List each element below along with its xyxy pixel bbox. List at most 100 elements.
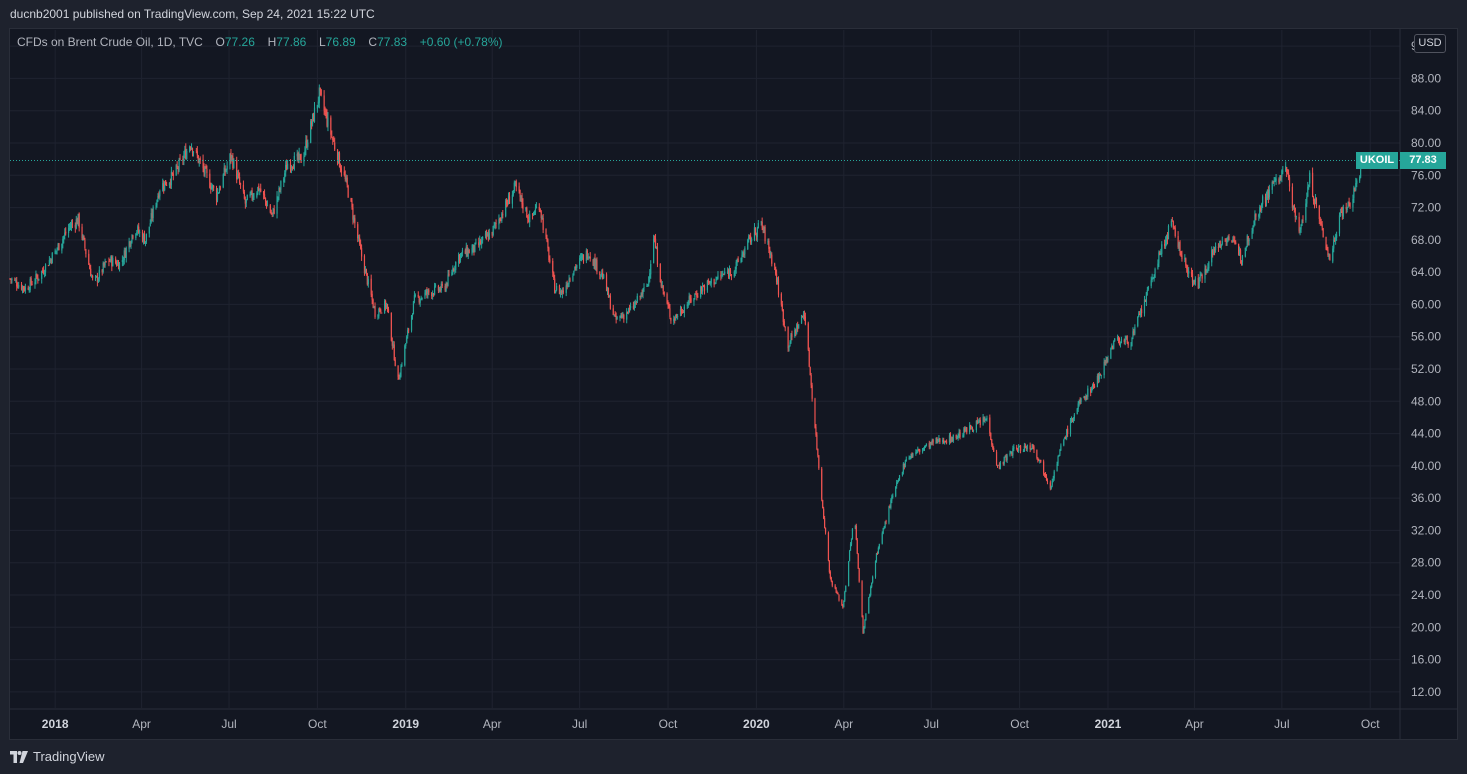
candle-down bbox=[458, 253, 461, 264]
candle-down bbox=[210, 182, 212, 194]
candle-down bbox=[1029, 442, 1031, 453]
symbol-description[interactable]: CFDs on Brent Crude Oil, 1D, TVC bbox=[17, 35, 203, 49]
candle-up bbox=[318, 84, 320, 109]
candle-up bbox=[634, 299, 636, 309]
candle-down bbox=[437, 284, 440, 294]
candle-up bbox=[1194, 276, 1196, 286]
candle-down bbox=[1117, 335, 1120, 344]
candle-down bbox=[932, 438, 934, 446]
candle-up bbox=[606, 286, 609, 296]
candle-down bbox=[771, 252, 773, 267]
candle-up bbox=[600, 274, 602, 280]
candle-down bbox=[1219, 240, 1221, 249]
candle-down bbox=[674, 316, 676, 324]
candle-up bbox=[24, 283, 26, 294]
candle-up bbox=[715, 276, 717, 284]
candle-down bbox=[775, 266, 777, 276]
candle-down bbox=[876, 551, 879, 555]
candle-down bbox=[575, 264, 577, 271]
candle-down bbox=[163, 180, 165, 194]
candle-down bbox=[230, 148, 232, 164]
candle-up bbox=[378, 307, 380, 319]
candle-up bbox=[1069, 417, 1072, 437]
candle-down bbox=[205, 163, 207, 169]
candle-up bbox=[407, 327, 409, 339]
candle-down bbox=[1181, 250, 1183, 262]
candle-down bbox=[1049, 480, 1051, 491]
candle-up bbox=[1251, 227, 1253, 239]
candle-up bbox=[175, 163, 177, 177]
candle-up bbox=[317, 96, 319, 108]
candle-down bbox=[566, 280, 568, 290]
candle-up bbox=[931, 438, 933, 446]
candle-down bbox=[1071, 417, 1074, 423]
candle-down bbox=[1341, 206, 1343, 220]
candle-up bbox=[216, 187, 219, 203]
candle-up bbox=[1022, 449, 1025, 453]
candle-up bbox=[77, 213, 79, 227]
candle-up bbox=[377, 314, 379, 320]
candle-down bbox=[165, 181, 168, 187]
candle-up bbox=[642, 288, 644, 299]
time-tick-label: Jul bbox=[572, 717, 587, 731]
candle-down bbox=[1247, 235, 1249, 246]
candle-down bbox=[340, 165, 343, 177]
tradingview-logo[interactable]: TradingView bbox=[10, 749, 105, 764]
candle-up bbox=[776, 277, 779, 285]
currency-badge[interactable]: USD bbox=[1414, 34, 1446, 53]
candle-down bbox=[828, 560, 830, 574]
price-tick-label: 72.00 bbox=[1411, 201, 1441, 215]
candle-up bbox=[256, 191, 258, 199]
candle-down bbox=[171, 172, 173, 176]
candle-up bbox=[1092, 383, 1094, 391]
time-axis: 2018 Apr Jul Oct 2019 Apr Jul Oct 2020 Apr Jul Oct 2… bbox=[10, 708, 1457, 731]
candle-down bbox=[132, 234, 134, 240]
candle-up bbox=[150, 208, 152, 224]
candle-up bbox=[434, 283, 437, 288]
candle-down bbox=[491, 231, 493, 238]
candle-down bbox=[1354, 187, 1356, 192]
candle-down bbox=[837, 592, 839, 595]
candle-down bbox=[1286, 167, 1288, 178]
candle-up bbox=[640, 292, 642, 299]
candle-up bbox=[744, 246, 746, 258]
candle-down bbox=[444, 283, 446, 293]
candle-up bbox=[131, 234, 133, 244]
candle-down bbox=[1118, 337, 1121, 346]
candle-down bbox=[30, 276, 32, 286]
candle-down bbox=[89, 263, 91, 270]
candle-up bbox=[245, 199, 247, 208]
candle-up bbox=[1252, 225, 1254, 234]
candle-up bbox=[458, 252, 460, 267]
candle-down bbox=[1043, 459, 1045, 476]
candle-down bbox=[417, 291, 419, 298]
candle-up bbox=[884, 521, 886, 529]
candle-up bbox=[149, 219, 151, 227]
candle-down bbox=[660, 279, 662, 289]
candle-up bbox=[303, 152, 305, 167]
candle-down bbox=[628, 304, 631, 313]
candle-up bbox=[337, 151, 340, 164]
candle-down bbox=[654, 233, 657, 249]
candle-down bbox=[441, 281, 443, 289]
candle-down bbox=[299, 154, 301, 161]
candle-up bbox=[1359, 175, 1361, 183]
candle-up bbox=[427, 288, 429, 299]
candle-up bbox=[908, 455, 910, 460]
candle-down bbox=[690, 295, 692, 304]
close-label: C bbox=[368, 35, 378, 49]
time-tick-label: Apr bbox=[132, 717, 151, 731]
candle-down bbox=[306, 135, 308, 149]
candle-down bbox=[10, 278, 12, 284]
candle-down bbox=[1312, 195, 1315, 205]
candle-up bbox=[29, 276, 31, 293]
candle-up bbox=[944, 440, 946, 445]
candle-up bbox=[735, 259, 737, 274]
candle-up bbox=[905, 456, 907, 462]
chart-frame[interactable] bbox=[9, 28, 1458, 740]
candle-up bbox=[626, 308, 628, 324]
candle-up bbox=[75, 215, 77, 230]
candle-up bbox=[56, 247, 58, 255]
candle-down bbox=[518, 182, 520, 194]
